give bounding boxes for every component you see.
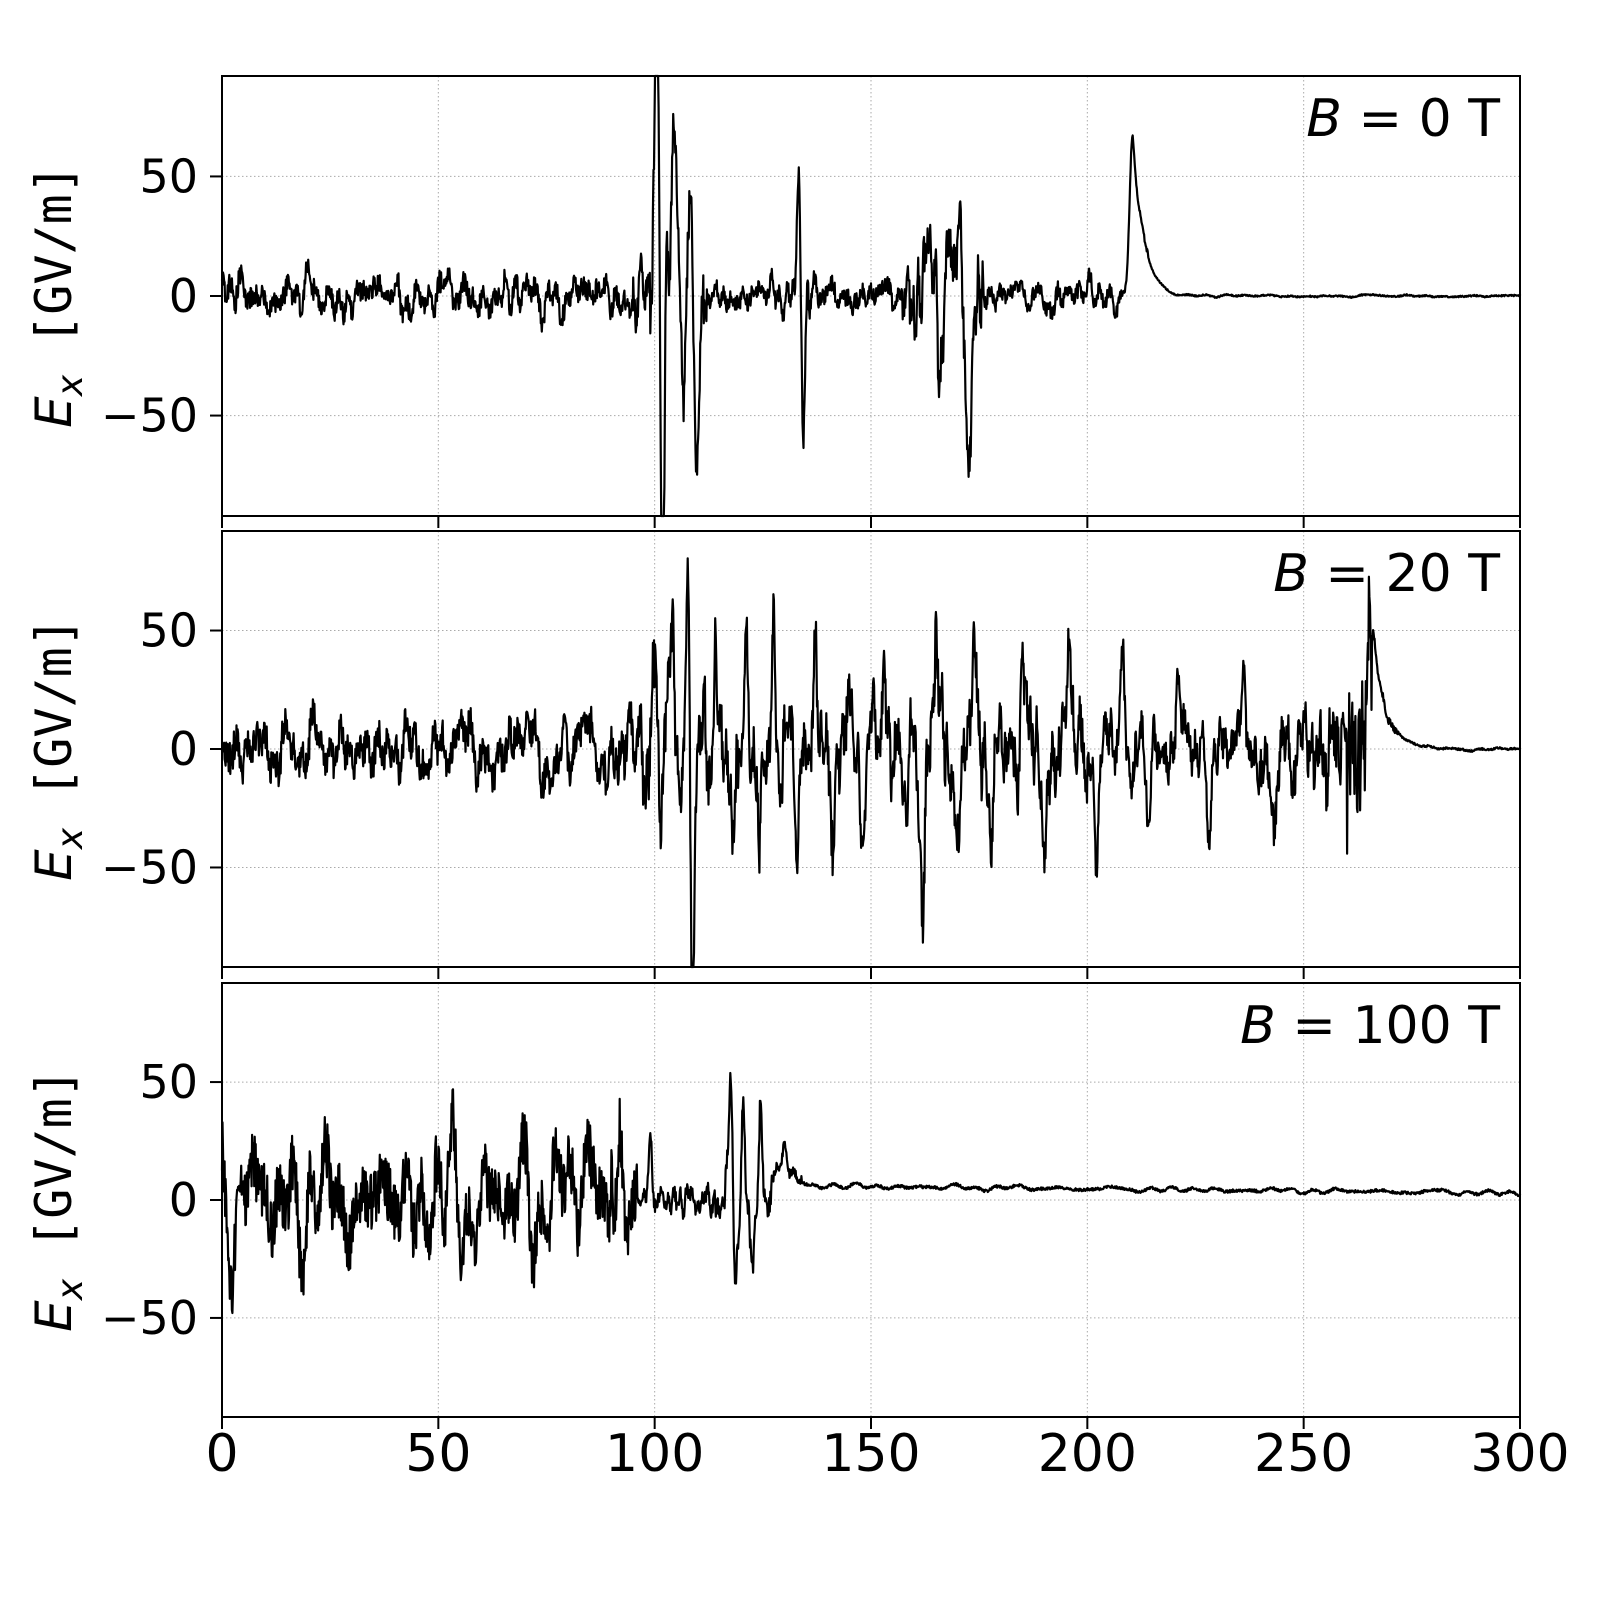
plot-area-b-100t: −50 0 50 [101,982,1522,1429]
ylabel-symbol: E [25,1300,83,1332]
panel-b-100t: −50 0 50 Ex [GV/m] B = 100 T [0,982,1600,1429]
ylabel-units: [GV/m] [25,1068,83,1279]
x-tick-label: 250 [1254,1424,1354,1484]
ylabel-subscript: x [50,374,91,397]
x-axis-tick-labels: 0 50 100 150 200 250 300 [0,1424,1600,1504]
y-axis-label: Ex [GV/m] [25,1068,91,1332]
y-tick-label: 50 [139,604,198,658]
annotation-text: = 0 T [1341,89,1501,149]
annotation-symbol: B [1240,996,1276,1056]
annotation-symbol: B [1273,544,1309,604]
ylabel-symbol: E [25,849,83,881]
x-tick-label: 50 [405,1424,472,1484]
panel-annotation: B = 100 T [1240,996,1500,1056]
axes-border [221,75,1521,517]
panel-annotation: B = 0 T [1306,89,1500,149]
ylabel-subscript: x [50,1278,91,1301]
ylabel-symbol: E [25,396,83,428]
y-tick-label: −50 [101,840,198,894]
axes-border [221,530,1521,968]
y-tick-label: 0 [169,722,198,776]
annotation-text: = 20 T [1308,544,1500,604]
annotation-text: = 100 T [1275,996,1500,1056]
ylabel-subscript: x [50,827,91,850]
waveform [220,1071,1522,1315]
y-axis-label: Ex [GV/m] [25,164,91,428]
x-tick-label: 0 [205,1424,239,1484]
x-tick-label: 300 [1470,1424,1570,1484]
axes-border [221,982,1521,1418]
panel-b-0t: −50 0 50 Ex [GV/m] B = 0 T [0,74,1600,528]
y-tick-label: 0 [169,269,198,323]
ylabel-units: [GV/m] [25,164,83,375]
annotation-symbol: B [1306,89,1342,149]
y-tick-label: 0 [169,1173,198,1227]
y-tick-label: −50 [101,1291,198,1345]
y-tick-label: 50 [139,1055,198,1109]
x-tick-label: 200 [1037,1424,1137,1484]
y-tick-label: 50 [139,149,198,203]
x-tick-label: 100 [605,1424,705,1484]
x-tick-label: 150 [821,1424,921,1484]
ylabel-units: [GV/m] [25,617,83,828]
plot-area-b-20t: −50 0 50 [101,530,1522,979]
y-tick-label: −50 [101,389,198,443]
y-axis-label: Ex [GV/m] [25,617,91,881]
waveform [220,557,1522,969]
waveform [220,74,1522,518]
panel-annotation: B = 20 T [1273,544,1500,604]
panel-b-20t: −50 0 50 Ex [GV/m] B = 20 T [0,530,1600,979]
plot-area-b-0t: −50 0 50 [101,74,1522,528]
